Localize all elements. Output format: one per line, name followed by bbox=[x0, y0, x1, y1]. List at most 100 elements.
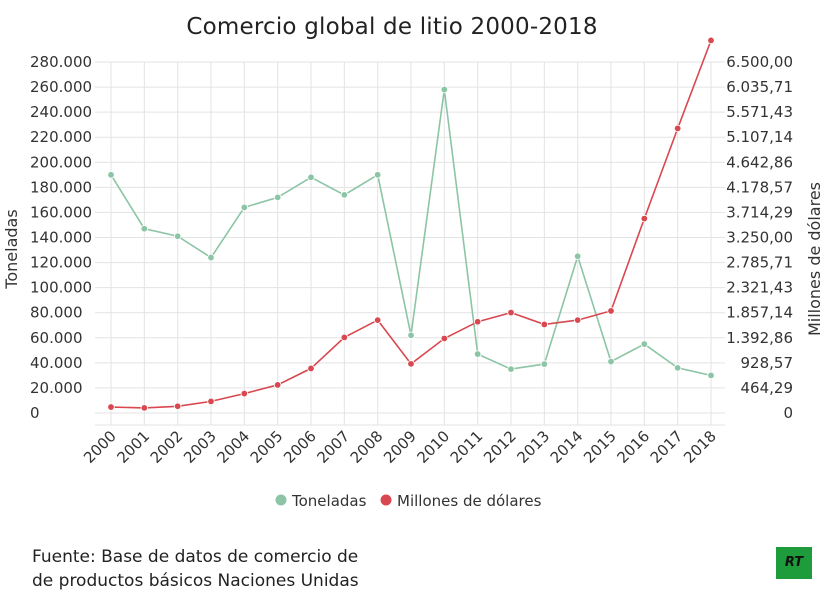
data-point bbox=[640, 214, 649, 223]
right-tick-label: 5.571,43 bbox=[726, 103, 793, 121]
right-tick-label: 2.321,43 bbox=[726, 279, 793, 297]
left-tick-label: 200.000 bbox=[30, 153, 92, 171]
data-point bbox=[507, 308, 515, 317]
x-tick-label: 2013 bbox=[513, 427, 553, 467]
data-point bbox=[440, 85, 449, 94]
x-tick-label: 2018 bbox=[680, 427, 720, 467]
data-point bbox=[140, 404, 149, 412]
data-point bbox=[207, 253, 215, 262]
data-point bbox=[307, 173, 315, 182]
data-point bbox=[440, 334, 449, 343]
data-point bbox=[373, 171, 382, 179]
data-point bbox=[207, 397, 215, 406]
data-point bbox=[173, 402, 182, 410]
data-point bbox=[107, 403, 115, 411]
y-axis-label-right: Millones de dólares bbox=[805, 182, 824, 336]
right-tick-label: 4.178,57 bbox=[726, 178, 793, 196]
series-points bbox=[107, 36, 715, 412]
legend-marker bbox=[380, 494, 392, 506]
data-point bbox=[307, 364, 315, 373]
data-point bbox=[707, 36, 715, 45]
left-tick-label: 240.000 bbox=[30, 103, 92, 121]
data-point bbox=[407, 331, 415, 339]
legend: Toneladas Millones de dólares bbox=[275, 492, 542, 510]
legend-label: Millones de dólares bbox=[397, 492, 542, 510]
data-point bbox=[540, 360, 549, 368]
data-point bbox=[407, 360, 415, 368]
rt-logo: RT bbox=[776, 547, 812, 579]
chart-title: Comercio global de litio 2000-2018 bbox=[186, 14, 598, 40]
data-point bbox=[473, 350, 482, 358]
x-tick-label: 2001 bbox=[113, 427, 153, 467]
x-tick-label: 2014 bbox=[547, 427, 587, 467]
y-axis-label-left: Toneladas bbox=[2, 209, 21, 289]
data-point bbox=[140, 225, 149, 233]
x-tick-label: 2017 bbox=[647, 427, 687, 467]
left-tick-label: 100.000 bbox=[30, 279, 92, 297]
left-tick-label: 20.000 bbox=[30, 379, 83, 397]
data-point bbox=[107, 171, 115, 179]
left-tick-label: 160.000 bbox=[30, 203, 92, 221]
left-tick-label: 80.000 bbox=[30, 304, 83, 322]
grid-lines bbox=[95, 61, 725, 426]
source-line-2: de productos básicos Naciones Unidas bbox=[32, 571, 359, 591]
legend-marker bbox=[275, 494, 287, 506]
data-point bbox=[473, 318, 482, 326]
right-tick-label: 3.714,29 bbox=[726, 203, 793, 221]
x-tick-label: 2002 bbox=[147, 427, 187, 467]
source-note: Fuente: Base de datos de comercio de de … bbox=[32, 545, 452, 593]
right-axis-ticks: 0 464,29 928,57 1.392,86 1.857,14 2.321,43 2.7… bbox=[726, 53, 793, 422]
right-tick-label: 1.392,86 bbox=[726, 329, 793, 347]
x-tick-label: 2008 bbox=[347, 427, 387, 467]
data-point bbox=[607, 357, 615, 366]
right-tick-label: 0 bbox=[783, 404, 793, 422]
x-tick-label: 2010 bbox=[413, 427, 453, 467]
data-point bbox=[173, 232, 182, 240]
data-point bbox=[640, 340, 649, 348]
x-axis-ticks: 2000200120022003200420052006200720082009… bbox=[80, 427, 720, 467]
left-tick-label: 260.000 bbox=[30, 78, 92, 96]
right-tick-label: 2.785,71 bbox=[726, 254, 793, 272]
left-tick-label: 0 bbox=[30, 404, 40, 422]
left-tick-label: 40.000 bbox=[30, 354, 83, 372]
data-point bbox=[273, 193, 282, 202]
data-point bbox=[707, 371, 715, 380]
data-point bbox=[240, 203, 249, 212]
data-point bbox=[540, 320, 549, 329]
data-point bbox=[507, 365, 515, 373]
left-tick-label: 120.000 bbox=[30, 254, 92, 272]
right-tick-label: 6.500,00 bbox=[726, 53, 793, 71]
x-tick-label: 2016 bbox=[613, 427, 653, 467]
right-tick-label: 4.642,86 bbox=[726, 153, 793, 171]
data-point bbox=[373, 316, 382, 324]
data-point bbox=[673, 364, 682, 372]
x-tick-label: 2007 bbox=[313, 427, 353, 467]
x-tick-label: 2012 bbox=[480, 427, 520, 467]
data-point bbox=[340, 333, 349, 342]
data-point bbox=[240, 389, 249, 398]
right-tick-label: 3.250,00 bbox=[726, 229, 793, 247]
x-tick-label: 2009 bbox=[380, 427, 420, 467]
data-point bbox=[573, 316, 582, 324]
right-tick-label: 1.857,14 bbox=[726, 304, 793, 322]
x-tick-label: 2005 bbox=[247, 427, 287, 467]
left-tick-label: 180.000 bbox=[30, 178, 92, 196]
x-tick-label: 2006 bbox=[280, 427, 320, 467]
x-tick-label: 2003 bbox=[180, 427, 220, 467]
left-tick-label: 60.000 bbox=[30, 329, 83, 347]
data-point bbox=[673, 124, 682, 133]
x-tick-label: 2004 bbox=[213, 427, 253, 467]
left-axis-ticks: 0 20.000 40.000 60.000 80.000 100.000 120.000 1… bbox=[30, 53, 92, 422]
legend-label: Toneladas bbox=[291, 492, 367, 510]
left-tick-label: 280.000 bbox=[30, 53, 92, 71]
right-tick-label: 6.035,71 bbox=[726, 78, 793, 96]
data-point bbox=[340, 191, 349, 199]
right-tick-label: 5.107,14 bbox=[726, 128, 793, 146]
data-point bbox=[607, 307, 615, 315]
left-tick-label: 220.000 bbox=[30, 128, 92, 146]
right-tick-label: 464,29 bbox=[741, 379, 794, 397]
x-tick-label: 2000 bbox=[80, 427, 120, 467]
data-point bbox=[573, 252, 582, 261]
left-tick-label: 140.000 bbox=[30, 229, 92, 247]
